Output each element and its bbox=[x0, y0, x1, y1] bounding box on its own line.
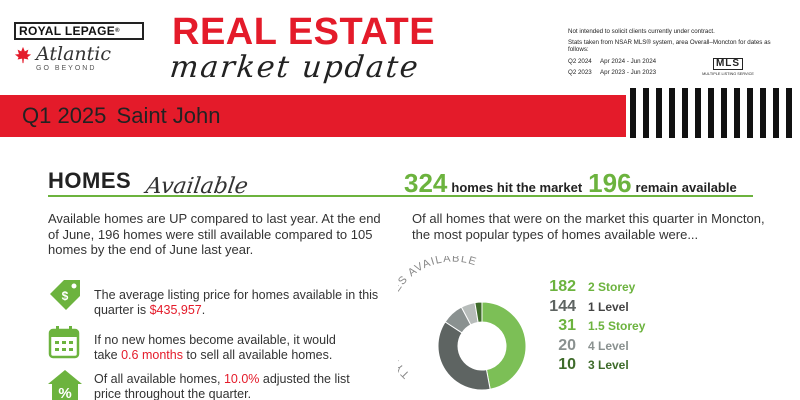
legend-row: 20 4 Level bbox=[536, 337, 645, 357]
avg-price-item: $ The average listing price for homes av… bbox=[46, 278, 394, 318]
legend-label: 1.5 Storey bbox=[588, 319, 646, 333]
legend-row: 31 1.5 Storey bbox=[536, 317, 645, 337]
brand-script: Atlantic bbox=[36, 43, 112, 65]
date-q1: Q2 2024 bbox=[568, 57, 592, 65]
city-label: Saint John bbox=[116, 103, 221, 128]
legend-count: 144 bbox=[549, 297, 576, 315]
legend-count: 31 bbox=[558, 317, 576, 334]
maple-leaf-icon bbox=[14, 46, 32, 64]
note-line1: Not intended to solicit clients currentl… bbox=[568, 28, 715, 35]
legend-count: 182 bbox=[549, 278, 576, 295]
home-types-donut: TYPE OF HOMES AVAILABLE bbox=[398, 256, 527, 390]
quarter-band-text: Q1 2025 Saint John bbox=[22, 102, 221, 130]
decorative-stripes bbox=[630, 88, 800, 138]
quarter-label: Q1 2025 bbox=[22, 103, 107, 128]
legend-count: 20 bbox=[558, 336, 576, 354]
house-percent-icon: % bbox=[48, 370, 82, 400]
page-title: REAL ESTATE bbox=[172, 11, 436, 53]
donut-slices bbox=[437, 301, 527, 390]
legend-label: 4 Level bbox=[588, 338, 629, 353]
mls-sub-text: MULTIPLE LISTING SERVICE bbox=[702, 71, 754, 76]
avg-price-value: $435,957 bbox=[149, 303, 202, 317]
date-range1: Apr 2024 - Jun 2024 bbox=[600, 57, 657, 65]
types-intro: Of all homes that were on the market thi… bbox=[412, 211, 765, 242]
brand-logo: ROYAL LEPAGE ® Atlantic GO BEYOND bbox=[14, 22, 144, 72]
mls-logo-text: MLS bbox=[712, 57, 744, 70]
section-heading: HOMES Available bbox=[48, 168, 250, 199]
legend-label: 3 Level bbox=[588, 358, 629, 372]
available-summary: Available homes are UP compared to last … bbox=[48, 211, 381, 257]
disclaimer-note: Not intended to solicit clients currentl… bbox=[568, 28, 782, 78]
donut-slice-1-level bbox=[437, 321, 491, 390]
legend-row: 10 3 Level bbox=[536, 356, 645, 376]
legend-row: 182 2 Storey bbox=[536, 278, 645, 298]
calendar-icon bbox=[48, 326, 80, 359]
months-value: 0.6 months bbox=[121, 348, 183, 362]
brand-tagline: GO BEYOND bbox=[36, 65, 97, 72]
price-adjust-item: % Of all available homes, 10.0% adjusted… bbox=[46, 368, 374, 400]
adjust-value: 10.0% bbox=[223, 372, 260, 386]
legend-label: 2 Storey bbox=[588, 280, 636, 294]
legend-count: 10 bbox=[558, 356, 576, 373]
mls-logo: MLS MULTIPLE LISTING SERVICE bbox=[674, 57, 782, 79]
market-stats: 324 homes hit the market 196 remain avai… bbox=[404, 168, 743, 199]
donut-slice-2-storey bbox=[481, 301, 527, 390]
legend-row: 144 1 Level bbox=[536, 298, 645, 318]
remain-label: remain available bbox=[635, 180, 737, 195]
note-line2: Stats taken from NSAR MLS® system, area … bbox=[568, 38, 771, 54]
date-table: Q2 2024 Apr 2024 - Jun 2024 MLS MULTIPLE… bbox=[568, 57, 782, 79]
legend-label: 1 Level bbox=[588, 299, 629, 314]
brand-top-text: ROYAL LEPAGE bbox=[19, 24, 116, 38]
months-supply-item: If no new homes become available, it wou… bbox=[46, 325, 354, 363]
price-tag-icon: $ bbox=[50, 280, 80, 310]
date-q2: Q2 2023 bbox=[568, 68, 592, 76]
section-divider bbox=[48, 195, 753, 197]
home-types-legend: 182 2 Storey 144 1 Level 31 1.5 Storey 20 4 Lev… bbox=[536, 278, 645, 376]
donut-slice-3-level bbox=[474, 301, 483, 323]
date-range2: Apr 2023 - Jun 2023 bbox=[600, 68, 657, 76]
remain-count: 196 bbox=[588, 168, 632, 198]
homes-heading: HOMES bbox=[48, 168, 132, 193]
hit-count: 324 bbox=[404, 168, 448, 198]
royal-lepage-wordmark: ROYAL LEPAGE ® bbox=[14, 22, 144, 40]
quarter-band bbox=[0, 95, 626, 137]
svg-text:%: % bbox=[58, 385, 71, 400]
page-subtitle: market update bbox=[168, 50, 422, 85]
svg-text:$: $ bbox=[62, 289, 69, 303]
hit-label: homes hit the market bbox=[451, 180, 583, 195]
